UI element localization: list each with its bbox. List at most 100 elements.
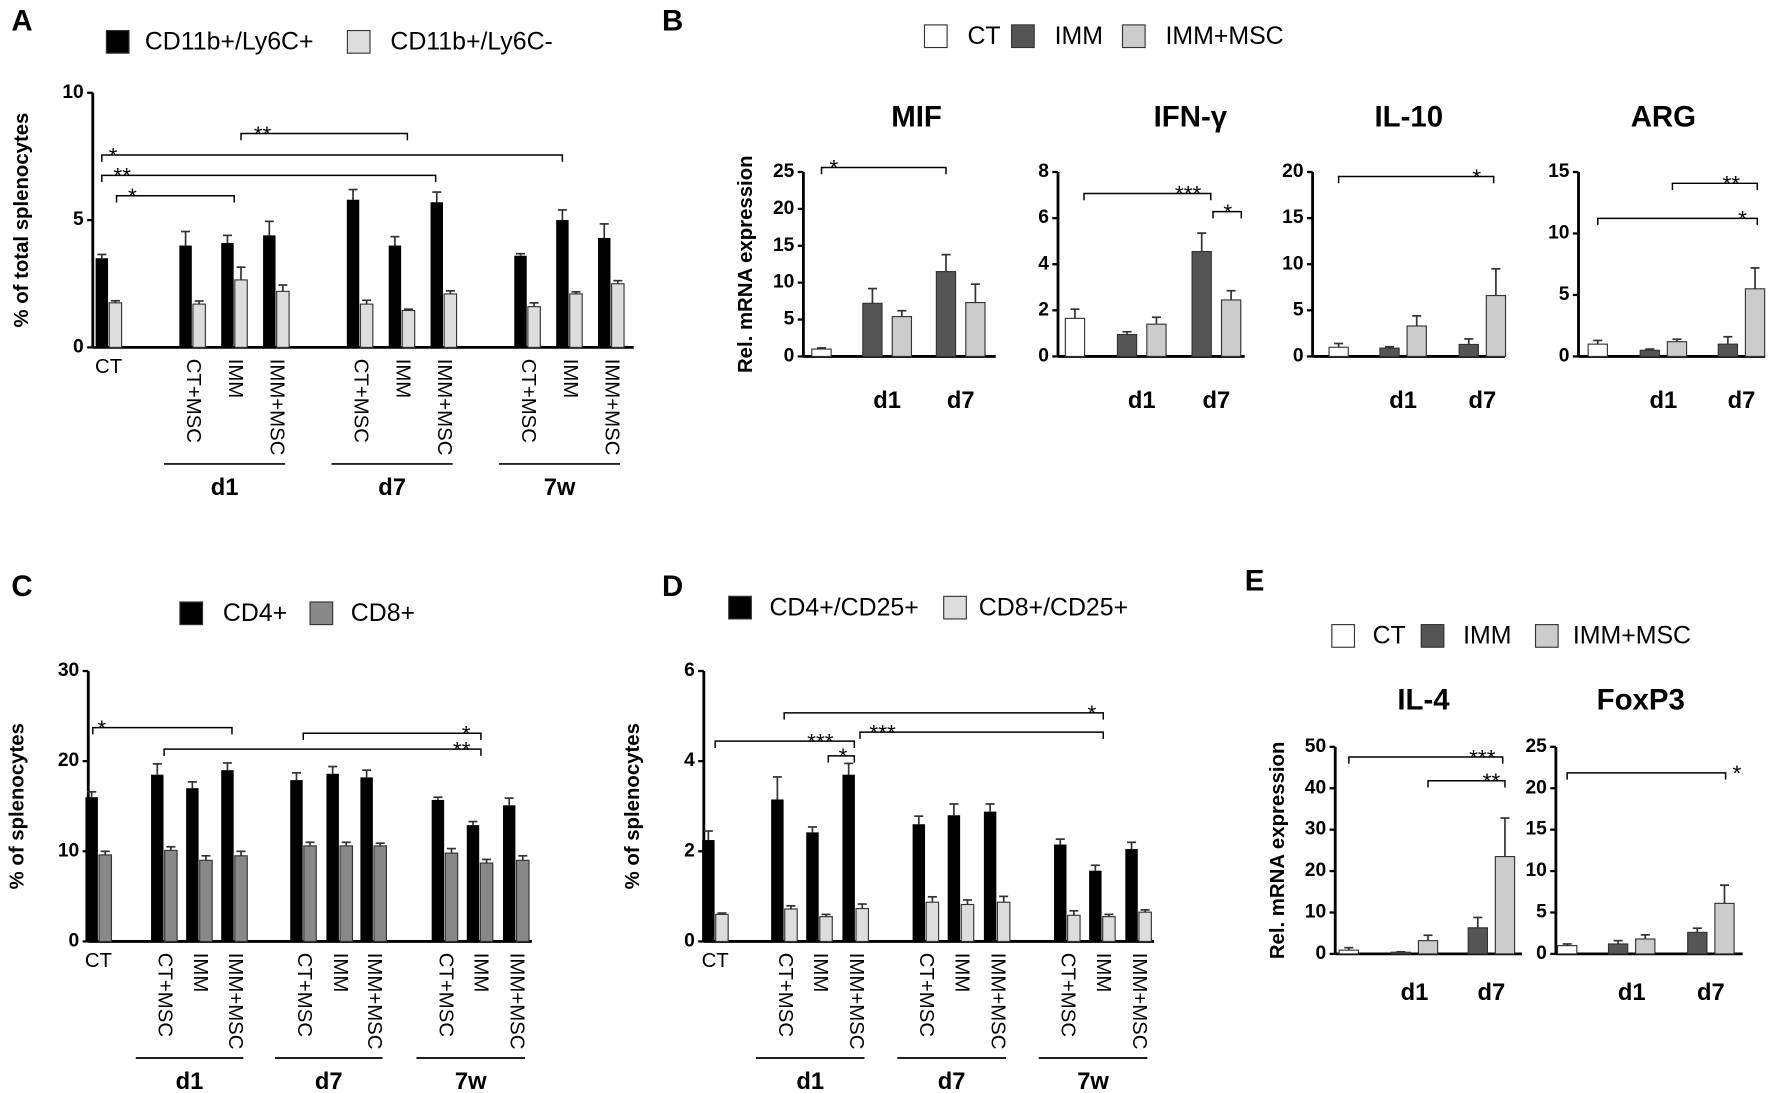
y-tick-label: 20: [1305, 860, 1326, 881]
x-tick-label: IMM+MSC: [266, 359, 288, 456]
legend-label: CD8+: [351, 599, 415, 627]
group-label: d7: [315, 1068, 343, 1093]
bar: [1089, 870, 1102, 942]
y-tick-label: 2: [1038, 299, 1049, 320]
y-tick-label: 0: [69, 931, 80, 952]
panel-label: B: [662, 4, 683, 37]
bar: [431, 799, 445, 942]
y-tick-label: 10: [1548, 223, 1569, 244]
x-tick-label: CT+MSC: [154, 953, 176, 1037]
legend-label: IMM+MSC: [1573, 622, 1691, 650]
group-label: d7: [938, 1068, 966, 1093]
bar: [1635, 938, 1656, 955]
bar: [862, 302, 883, 358]
legend-swatch: [346, 29, 371, 54]
bar: [151, 774, 164, 942]
significance-bracket: [101, 174, 437, 183]
y-tick-label: 0: [1536, 943, 1547, 964]
legend-label: CD4+/CD25+: [769, 593, 918, 621]
x-tick-label: IMM+MSC: [224, 953, 246, 1050]
x-tick-label: IMM+MSC: [433, 359, 455, 456]
x-tick-label: d1: [1401, 979, 1429, 1006]
y-tick-label: 15: [1548, 161, 1570, 182]
significance-bracket: [1337, 175, 1495, 184]
legend-label: CD4+: [223, 599, 287, 627]
significance-bracket: [1348, 756, 1504, 764]
x-tick-label: CT: [85, 950, 112, 972]
chart-title: IL-10: [1374, 101, 1443, 134]
significance-bracket: [1427, 780, 1506, 788]
x-tick-label: CT+MSC: [434, 953, 456, 1037]
x-tick-label: d7: [1203, 387, 1231, 414]
x-tick-label: IMM: [329, 953, 351, 993]
bar: [373, 845, 387, 943]
bar: [179, 245, 192, 348]
bar: [1102, 916, 1116, 943]
y-tick-label: 0: [1038, 346, 1049, 367]
bar: [1064, 317, 1086, 358]
bar: [1467, 927, 1488, 955]
y-tick-label: 0: [684, 931, 695, 952]
y-tick-label: 25: [1525, 736, 1547, 757]
legend-label: CT: [967, 22, 1000, 50]
bar: [85, 797, 98, 942]
legend-swatch: [179, 601, 204, 626]
x-tick-label: IMM: [809, 953, 831, 993]
bar: [401, 309, 416, 348]
significance-bracket: [163, 748, 482, 756]
bar: [1328, 346, 1349, 358]
bar: [771, 799, 784, 942]
legend-label: CT: [1373, 622, 1406, 650]
significance-bracket: [1671, 182, 1759, 191]
bar: [466, 825, 480, 942]
group-label: 7w: [455, 1068, 487, 1093]
chart-title: ARG: [1631, 101, 1696, 134]
x-tick-label: CT+MSC: [517, 359, 539, 443]
significance-bracket: [240, 132, 409, 141]
chart: 0 10 20 30 C % of splenocytes CT CT+MSC IMM IMM+M…: [6, 570, 532, 1093]
y-axis-label: % of splenocytes: [622, 723, 644, 889]
bar: [98, 854, 113, 943]
bar: [303, 845, 317, 943]
x-tick-label: CT+MSC: [1057, 953, 1079, 1037]
significance-bracket: [1212, 210, 1243, 219]
significance-label: ***: [807, 729, 834, 754]
bar: [1220, 299, 1242, 358]
bar: [1744, 288, 1766, 358]
significance-label: *: [97, 716, 106, 741]
bar: [388, 245, 402, 348]
legend-label: CD8+/CD25+: [979, 593, 1128, 621]
bar: [806, 832, 819, 942]
significance-label: *: [109, 143, 118, 168]
bar: [912, 824, 926, 942]
bar: [444, 852, 459, 943]
y-tick-label: 6: [684, 660, 695, 681]
bar: [276, 290, 290, 348]
bar: [263, 235, 276, 348]
y-tick-label: 6: [1038, 207, 1049, 228]
y-tick-label: 50: [1305, 736, 1326, 757]
bar: [1379, 347, 1400, 358]
bar: [1138, 911, 1152, 943]
figure-body: 0 5 10 A % of total splenocytes CT CT+MSC IMM IM…: [6, 4, 1766, 1093]
bar: [234, 855, 248, 943]
chart-title: IFN-γ: [1154, 101, 1228, 134]
bar: [1338, 949, 1359, 955]
x-tick-label: IMM: [391, 359, 413, 399]
bar: [855, 907, 870, 943]
y-tick-label: 0: [1559, 346, 1570, 367]
legend-swatch: [1420, 624, 1445, 648]
y-tick-label: 0: [784, 346, 795, 367]
y-tick-label: 8: [1038, 161, 1049, 182]
x-tick-label: d7: [1697, 979, 1725, 1006]
significance-label: **: [113, 164, 131, 189]
bar: [1191, 250, 1212, 358]
y-tick-label: 5: [784, 309, 795, 330]
x-tick-label: IMM+MSC: [363, 953, 385, 1050]
legend-swatch: [1011, 24, 1035, 49]
bar: [1687, 931, 1708, 955]
bar: [221, 243, 234, 348]
y-axis-label: Rel. mRNA expression: [1267, 742, 1289, 960]
significance-bracket: [783, 712, 1104, 720]
